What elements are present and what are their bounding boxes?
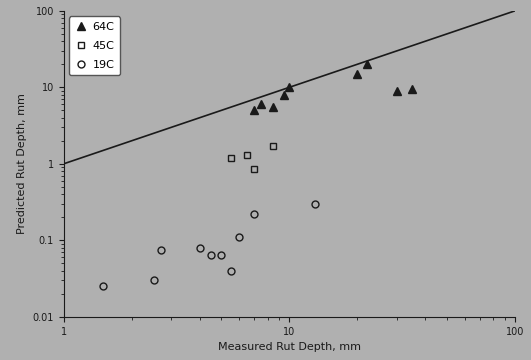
Y-axis label: Predicted Rut Depth, mm: Predicted Rut Depth, mm (17, 93, 27, 234)
19C (236, 235, 243, 239)
Line: 45C: 45C (227, 143, 277, 173)
64C (270, 105, 277, 109)
19C (100, 284, 107, 288)
64C (281, 93, 288, 97)
64C (354, 72, 361, 76)
64C (258, 102, 264, 107)
Line: 64C: 64C (250, 60, 416, 114)
64C (364, 62, 370, 67)
Legend: 64C, 45C, 19C: 64C, 45C, 19C (69, 16, 120, 75)
45C (244, 153, 250, 157)
64C (286, 85, 293, 90)
19C (150, 278, 157, 283)
64C (251, 108, 258, 112)
19C (312, 202, 318, 206)
45C (270, 144, 277, 148)
64C (409, 87, 415, 91)
19C (196, 246, 203, 250)
19C (228, 269, 234, 273)
19C (208, 252, 215, 257)
19C (218, 252, 225, 257)
45C (251, 167, 258, 171)
64C (394, 89, 400, 93)
X-axis label: Measured Rut Depth, mm: Measured Rut Depth, mm (218, 342, 361, 352)
19C (158, 248, 164, 252)
45C (228, 156, 234, 160)
Line: 19C: 19C (100, 200, 319, 290)
19C (251, 212, 258, 216)
